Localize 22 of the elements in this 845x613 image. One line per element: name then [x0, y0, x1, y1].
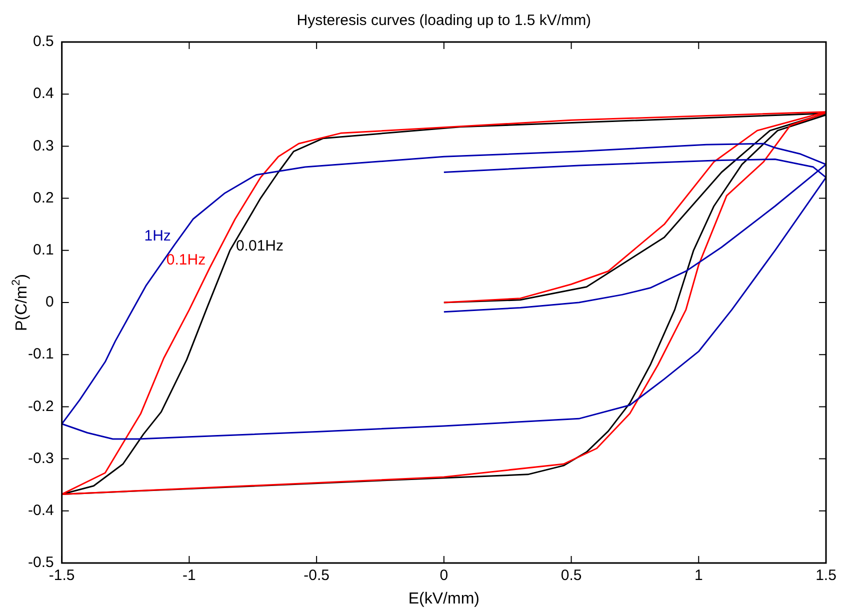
chart-title: Hysteresis curves (loading up to 1.5 kV/mm) [296, 12, 592, 30]
x-tick-label: -0.5 [304, 567, 330, 584]
x-tick-label: 1.5 [816, 567, 836, 584]
series-label: 1Hz [144, 227, 171, 244]
y-tick-label: -0.3 [28, 450, 54, 467]
x-tick-label: -1 [182, 567, 196, 584]
series-label: 0.01Hz [236, 238, 284, 255]
series-label: 0.1Hz [166, 251, 206, 268]
y-tick-label: 0.1 [32, 242, 54, 259]
x-tick-label: 1 [694, 567, 703, 584]
x-tick-label: 0 [440, 567, 448, 584]
y-tick-label: 0 [46, 294, 54, 311]
y-tick-label: -0.1 [28, 346, 54, 363]
x-axis-title: E(kV/mm) [408, 590, 480, 608]
y-tick-label: 0.4 [32, 85, 54, 102]
y-tick-label: 0.5 [32, 33, 54, 50]
y-tick-label: 0.2 [32, 189, 54, 206]
y-tick-label: -0.4 [28, 502, 54, 520]
y-axis-title: P(C/m2) [10, 274, 30, 331]
y-tick-label: -0.2 [28, 398, 54, 415]
y-tick-label: 0.3 [32, 137, 54, 154]
x-tick-label: 0.5 [560, 567, 582, 584]
